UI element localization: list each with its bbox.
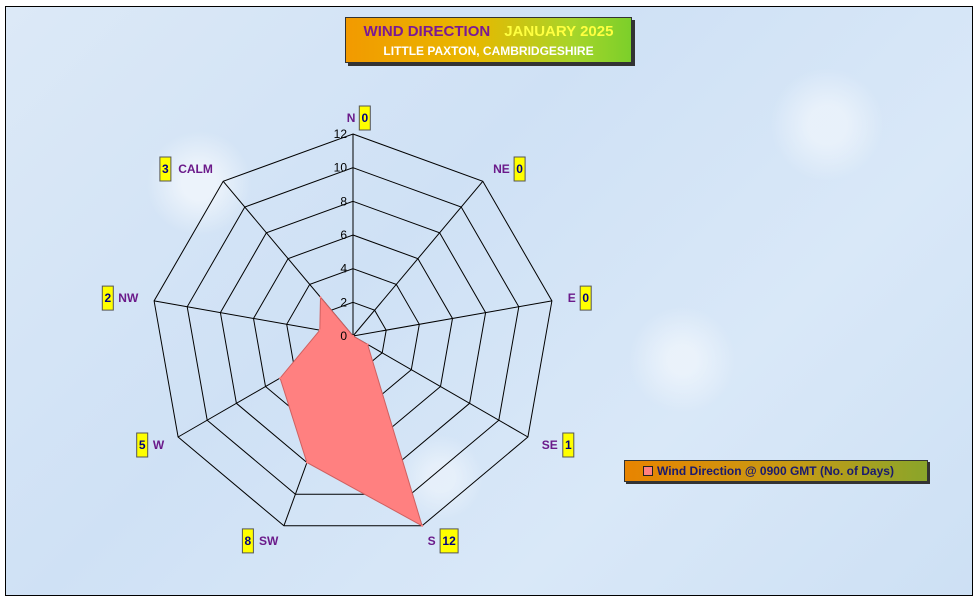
category-label-calm: CALM [178,162,213,176]
count-value-se: 1 [565,438,572,452]
count-box-sw [241,528,254,554]
count-box-ne [513,156,526,182]
title-line: WIND DIRECTION JANUARY 2025 [346,23,631,40]
tick-label: 0 [340,329,347,343]
category-label-s: S [428,534,436,548]
category-label-e: E [568,291,576,305]
count-value-ne: 0 [516,162,523,176]
data-point-w [279,377,282,380]
grid-ring [186,167,520,495]
radar-series [279,295,424,527]
count-value-w: 5 [139,438,146,452]
tick-label: 10 [334,161,348,175]
tick-label: 8 [340,194,347,208]
category-label-w: W [153,438,165,452]
legend-swatch [643,466,653,476]
count-box-se [562,432,575,458]
tick-label: 4 [340,262,347,276]
count-box-n [358,105,371,131]
tick-label: 2 [340,295,347,309]
title-box: WIND DIRECTION JANUARY 2025 LITTLE PAXTON… [345,17,632,63]
count-box-e [579,285,592,311]
data-point-nw [318,329,321,332]
chart-frame [5,6,973,596]
count-value-s: 12 [442,534,456,548]
grid-ring [153,133,553,527]
grid-spoke [352,180,484,337]
category-label-nw: NW [118,291,139,305]
count-box-s [439,528,459,554]
series-area [279,295,423,527]
legend: Wind Direction @ 0900 GMT (No. of Days) [624,460,928,482]
count-box-w [136,432,149,458]
count-box-nw [101,285,114,311]
count-value-sw: 8 [245,534,252,548]
count-value-e: 0 [582,291,589,305]
count-box-calm [159,156,172,182]
category-label-se: SE [542,438,558,452]
count-value-nw: 2 [104,291,111,305]
chart-title: WIND DIRECTION [363,23,491,40]
grid-spoke [352,300,552,337]
tick-label: 6 [340,228,347,242]
category-label-n: N [347,111,356,125]
tick-label: 12 [334,127,348,141]
data-point-calm [319,296,322,299]
legend-label: Wind Direction @ 0900 GMT (No. of Days) [657,464,894,478]
radial-ticks: 0 2 4 6 8 10 12 [334,127,348,343]
data-point-e [352,335,354,337]
count-value-calm: 3 [162,162,169,176]
data-point-s [421,524,424,527]
grid-spoke [352,335,529,438]
category-label-ne: NE [493,162,510,176]
data-point-se [366,343,369,346]
category-label-sw: SW [259,534,279,548]
chart-month: JANUARY 2025 [504,23,614,40]
chart-subtitle: LITTLE PAXTON, CAMBRIDGESHIRE [383,44,594,58]
data-point-sw [305,461,308,464]
count-value-n: 0 [361,111,368,125]
